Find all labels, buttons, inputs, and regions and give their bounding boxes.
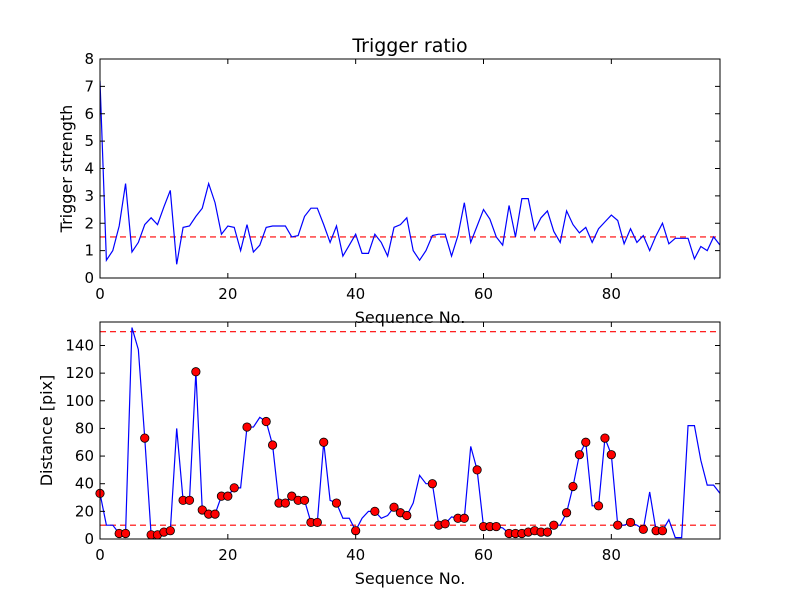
data-point — [581, 437, 591, 447]
x-axis-label: Sequence No. — [355, 308, 466, 327]
data-point — [261, 416, 271, 427]
data-point — [229, 483, 239, 493]
data-point — [402, 510, 412, 521]
data-point — [191, 367, 201, 377]
x-tick-label: 60 — [474, 285, 493, 303]
data-point — [351, 526, 361, 536]
data-point — [312, 517, 322, 528]
x-tick-label: 40 — [346, 546, 365, 564]
y-tick-label: 60 — [75, 447, 94, 465]
data-point — [319, 437, 329, 447]
y-axis-label: Distance [pix] — [37, 375, 56, 487]
data-point — [210, 509, 220, 519]
y-tick-label: 7 — [84, 77, 94, 95]
x-tick-label: 60 — [474, 546, 493, 564]
y-tick-label: 100 — [65, 392, 94, 410]
x-tick-label: 20 — [218, 285, 237, 303]
data-point — [370, 506, 380, 516]
data-point — [491, 521, 501, 532]
data-point — [613, 520, 623, 530]
x-tick-label: 0 — [95, 546, 105, 564]
x-tick-label: 20 — [218, 546, 237, 564]
y-tick-label: 80 — [75, 419, 94, 437]
y-tick-label: 6 — [84, 105, 94, 123]
data-point — [606, 450, 616, 460]
data-point — [184, 495, 195, 505]
axes-frame — [99, 321, 721, 540]
data-point — [657, 526, 668, 536]
data-point — [267, 440, 278, 450]
y-tick-label: 2 — [84, 214, 94, 232]
chart-title: Trigger ratio — [351, 35, 467, 57]
plot-area — [100, 80, 720, 265]
x-tick-label: 40 — [346, 285, 365, 303]
x-tick-label: 80 — [602, 546, 621, 564]
data-point — [120, 528, 131, 539]
data-point — [561, 508, 572, 518]
y-tick-label: 20 — [75, 502, 94, 520]
y-tick-label: 40 — [75, 475, 94, 493]
axes-frame — [99, 58, 721, 279]
data-point — [625, 517, 636, 528]
data-point — [568, 481, 578, 492]
y-tick-label: 5 — [84, 132, 94, 150]
data-point — [542, 527, 553, 537]
y-tick-label: 0 — [84, 269, 94, 287]
y-tick-label: 1 — [84, 242, 94, 260]
data-point — [223, 491, 233, 501]
x-axis-label: Sequence No. — [355, 569, 466, 588]
data-point — [280, 498, 290, 508]
data-point — [287, 491, 297, 501]
data-point — [140, 433, 150, 443]
data-point — [549, 520, 559, 530]
data-point — [472, 465, 482, 475]
data-point — [389, 502, 399, 512]
data-point — [600, 433, 610, 443]
y-tick-label: 8 — [84, 50, 94, 68]
data-point — [165, 526, 175, 536]
y-axis-label: Trigger strength — [57, 105, 76, 234]
data-point — [574, 450, 584, 460]
series-line — [100, 327, 720, 539]
data-point — [197, 505, 207, 515]
y-tick-label: 4 — [84, 160, 94, 178]
plot-area — [100, 327, 720, 539]
chart-distance: 0 20 40 60 80 0 20 40 60 80 100 120 140 Sequence No. D… — [37, 321, 721, 588]
data-point — [242, 422, 252, 432]
series-line — [100, 80, 720, 265]
data-point — [638, 524, 648, 534]
data-point — [593, 501, 604, 511]
x-tick-label: 80 — [602, 285, 621, 303]
y-tick-label: 140 — [65, 336, 94, 354]
y-tick-label: 3 — [84, 187, 94, 205]
chart-trigger-ratio: 0 20 40 60 80 0 1 2 3 4 5 6 7 8 Trigger ratio Sequence … — [57, 35, 721, 327]
data-point — [331, 498, 342, 508]
data-point — [299, 495, 310, 505]
data-point — [440, 519, 450, 529]
x-tick-label: 0 — [95, 285, 105, 303]
data-point — [427, 479, 437, 489]
y-tick-label: 0 — [84, 530, 94, 548]
y-tick-label: 120 — [65, 364, 94, 382]
data-point — [459, 513, 469, 523]
